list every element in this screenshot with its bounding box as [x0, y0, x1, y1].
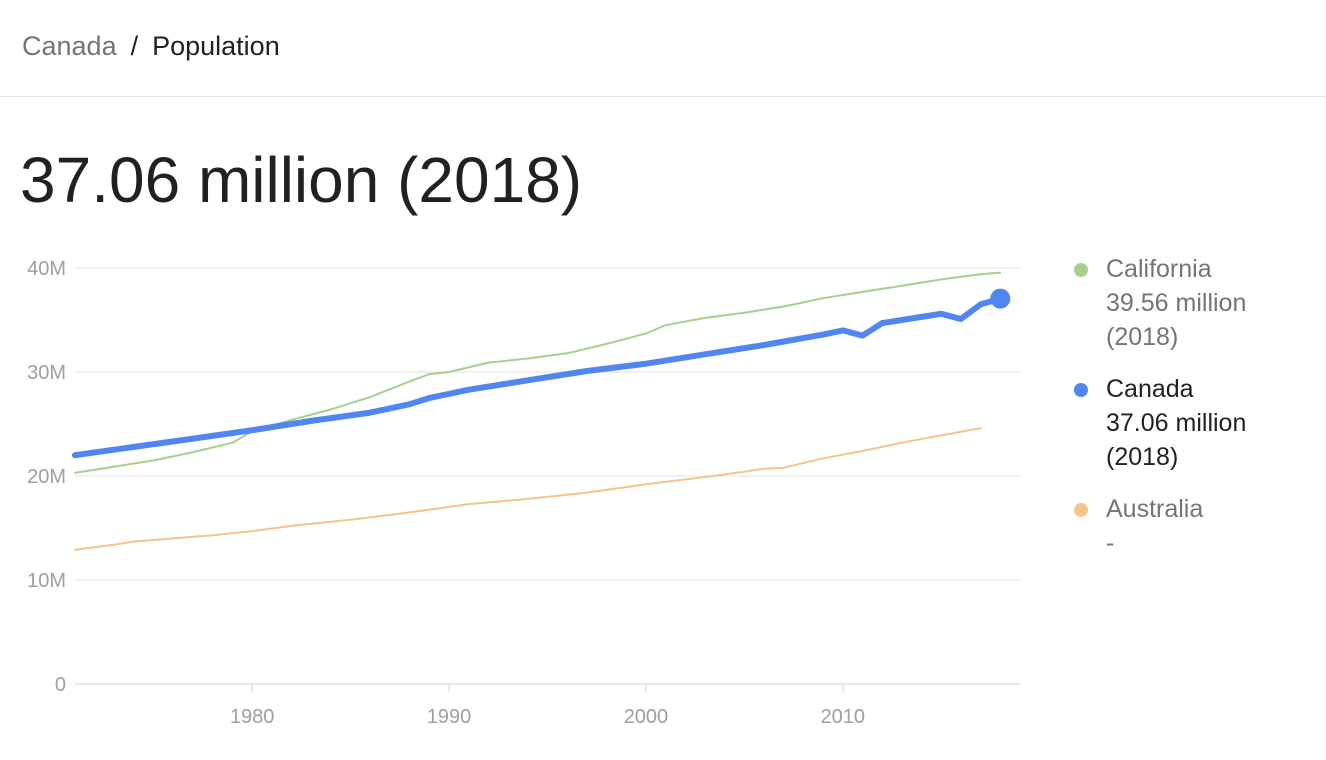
breadcrumb-current: Population [152, 31, 280, 61]
legend-item-australia[interactable]: Australia - [1070, 492, 1246, 560]
breadcrumb: Canada / Population [22, 28, 280, 64]
legend-dot-california [1074, 263, 1088, 277]
y-tick-label: 40M [27, 258, 66, 280]
header-divider [0, 96, 1326, 97]
breadcrumb-separator: / [130, 31, 139, 61]
legend-value: 37.06 million [1106, 409, 1247, 437]
population-headline: 37.06 million (2018) [20, 144, 583, 216]
chart-legend: California 39.56 million (2018) Canada 3… [1070, 252, 1246, 578]
x-tick-label: 1990 [427, 706, 472, 728]
series-line-australia [74, 427, 982, 551]
legend-name: Canada [1106, 375, 1194, 403]
legend-item-canada[interactable]: Canada 37.06 million (2018) [1070, 372, 1246, 474]
legend-name: California [1106, 255, 1212, 283]
x-tick-label: 1980 [230, 706, 275, 728]
legend-value: 39.56 million [1106, 289, 1247, 317]
legend-dot-australia [1074, 503, 1088, 517]
legend-year: (2018) [1106, 323, 1179, 351]
legend-name: Australia [1106, 495, 1204, 523]
highlight-point [990, 288, 1011, 309]
series-line-california [74, 271, 1002, 474]
x-tick-label: 2000 [624, 706, 669, 728]
y-tick-label: 20M [27, 466, 66, 488]
breadcrumb-link-canada[interactable]: Canada [22, 31, 117, 61]
y-tick-label: 30M [27, 362, 66, 384]
legend-year: (2018) [1106, 443, 1179, 471]
legend-value: - [1106, 529, 1115, 557]
legend-item-california[interactable]: California 39.56 million (2018) [1070, 252, 1246, 354]
y-tick-label: 0 [55, 674, 66, 696]
y-tick-label: 10M [27, 570, 66, 592]
legend-dot-canada [1074, 383, 1088, 397]
x-tick-label: 2010 [821, 706, 866, 728]
series-line-canada [72, 295, 1004, 459]
